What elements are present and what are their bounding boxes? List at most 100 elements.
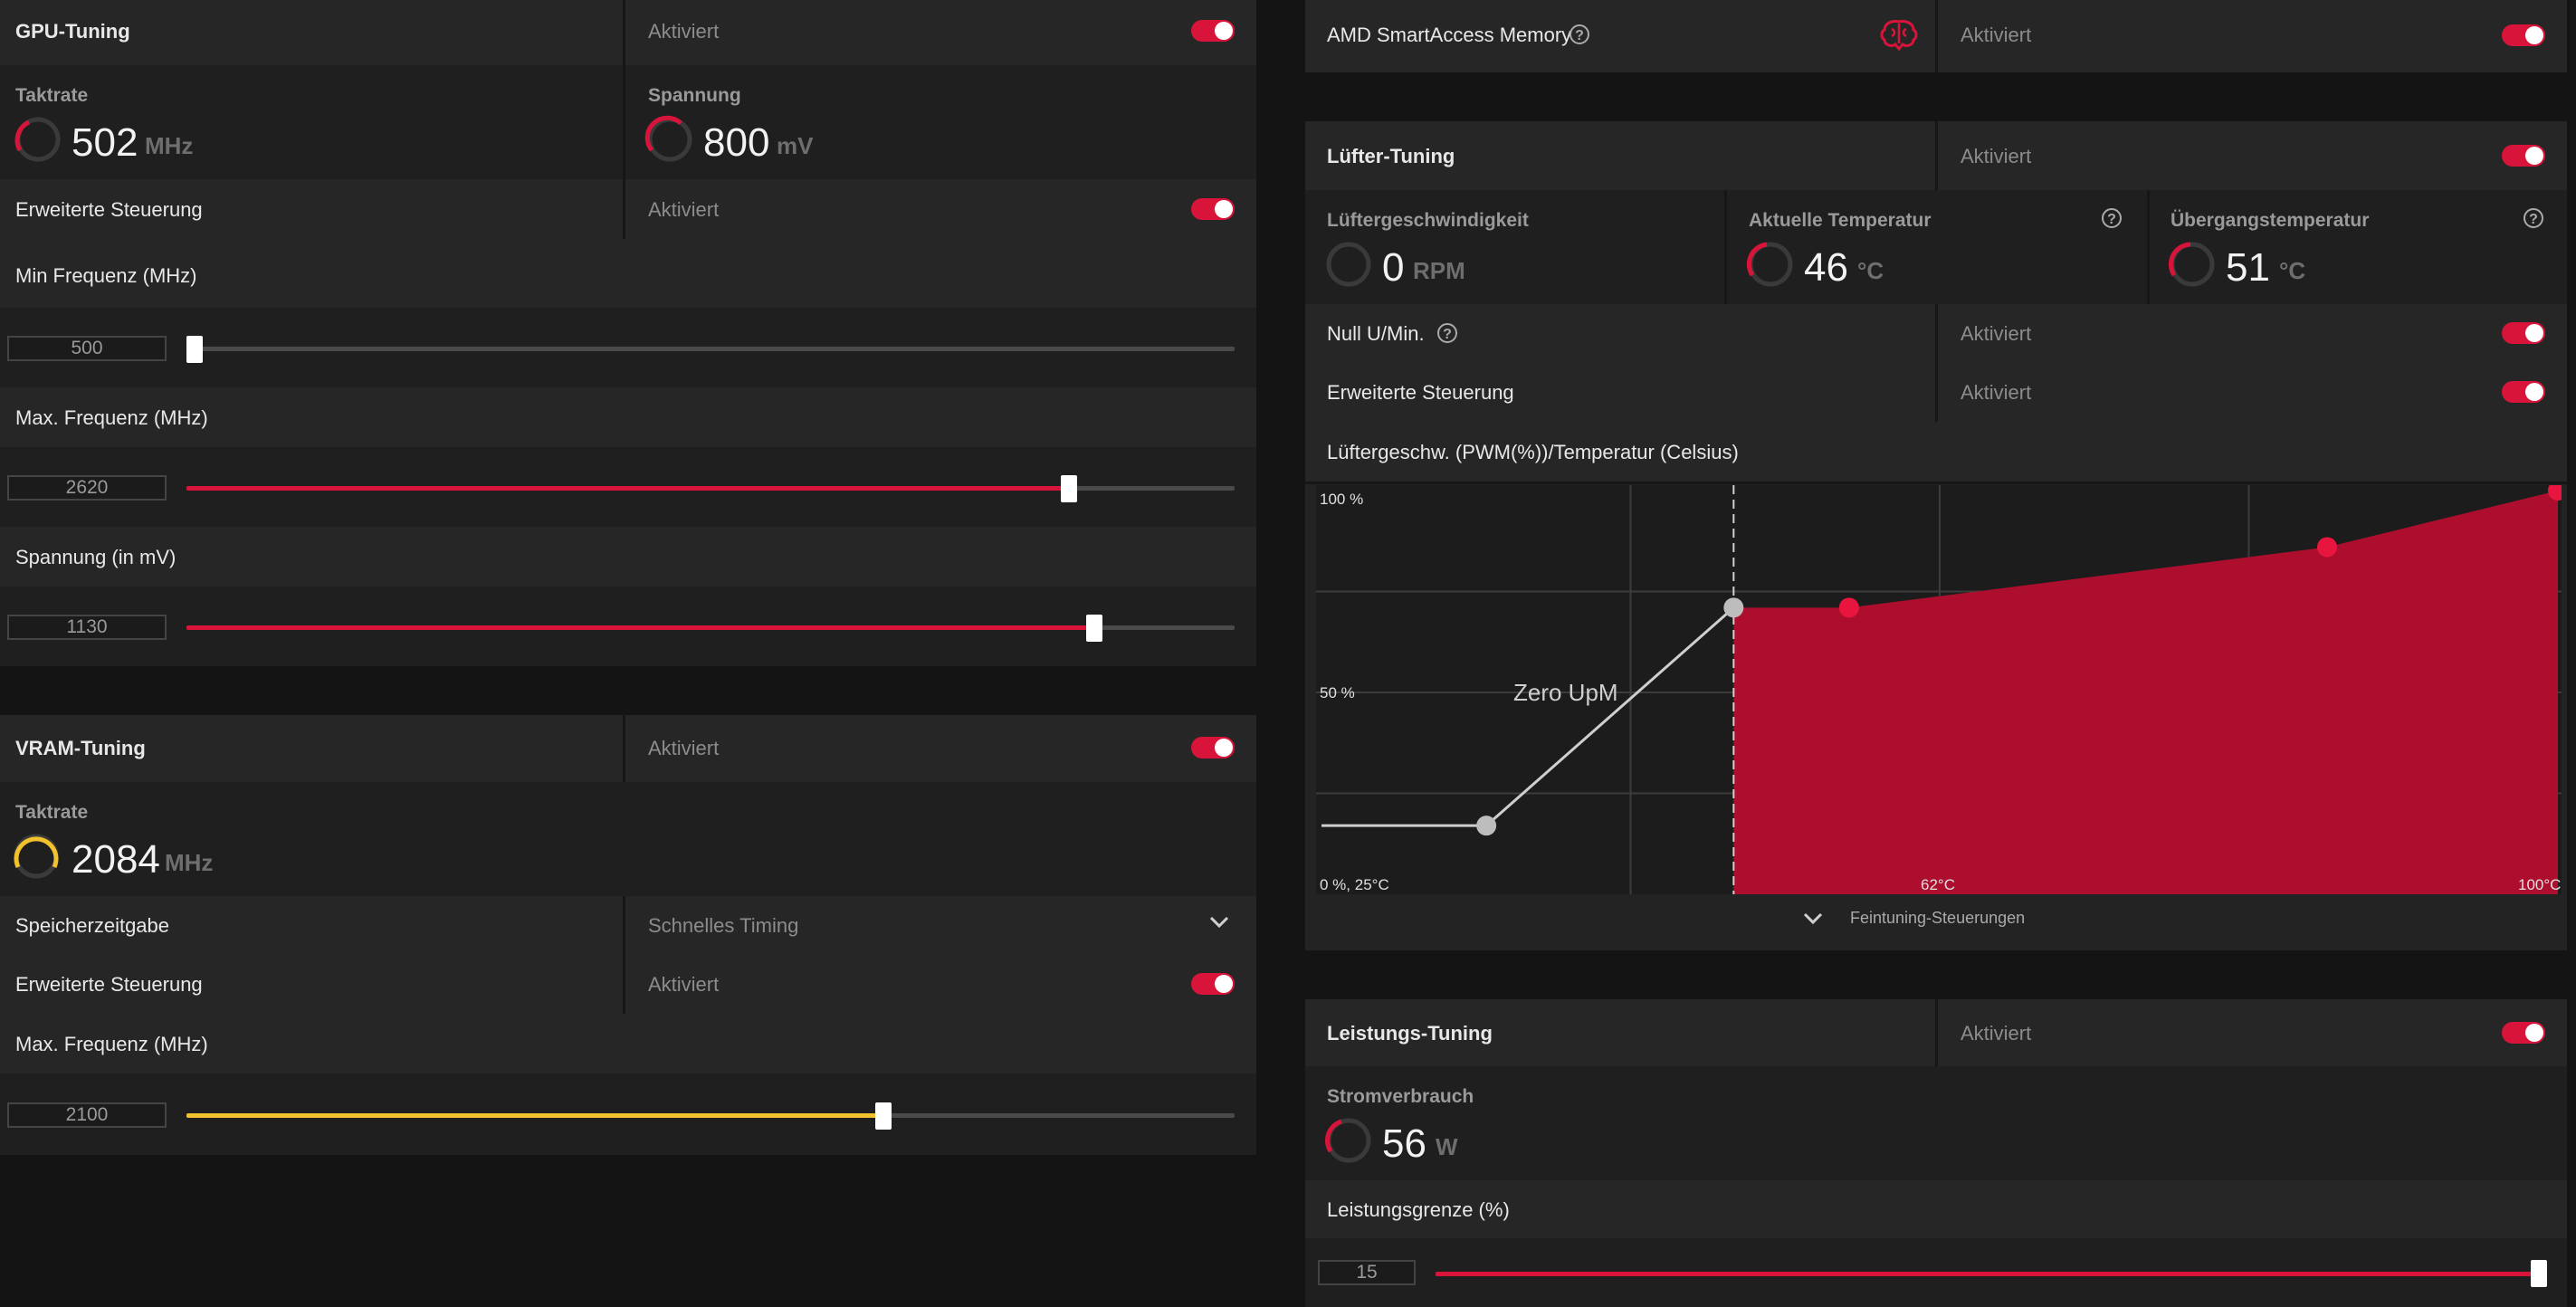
power-tuning-header: Leistungs-Tuning Aktiviert <box>1305 999 2567 1069</box>
current-temp-gauge <box>1746 242 1793 287</box>
zero-rpm-toggle[interactable] <box>2502 322 2545 344</box>
voltage-slider-row: 1130 <box>0 587 1256 666</box>
fan-advanced-toggle[interactable] <box>2502 381 2545 403</box>
vram-max-freq-input[interactable]: 2100 <box>7 1102 167 1128</box>
x-label-100: 100°C <box>2518 876 2562 893</box>
gpu-tuning-title: GPU-Tuning <box>15 20 130 43</box>
min-freq-input[interactable]: 500 <box>7 336 167 361</box>
gpu-advanced-status: Aktiviert <box>648 198 720 221</box>
vram-max-freq-thumb[interactable] <box>875 1102 892 1130</box>
min-freq-label: Min Frequenz (MHz) <box>15 264 197 287</box>
gpu-clock-gauge <box>14 117 61 162</box>
gpu-advanced-toggle[interactable] <box>1191 198 1235 220</box>
fan-tuning-panel: Lüfter-Tuning Aktiviert Lüftergeschwindi… <box>1305 121 2567 950</box>
vram-advanced-toggle[interactable] <box>1191 973 1235 995</box>
power-limit-label: Leistungsgrenze (%) <box>1327 1198 1510 1221</box>
vram-tuning-header: VRAM-Tuning Aktiviert <box>0 715 1256 785</box>
help-icon[interactable]: ? <box>2102 208 2122 228</box>
fan-curve-svg <box>1316 485 2562 894</box>
zero-rpm-annotation: Zero UpM <box>1513 679 1618 706</box>
voltage-label-row: Spannung (in mV) <box>0 527 1256 589</box>
min-freq-track <box>186 347 1235 351</box>
smart-access-row: AMD SmartAccess Memory ? Aktiviert <box>1305 0 2567 72</box>
memory-timing-label: Speicherzeitgabe <box>15 914 170 937</box>
smart-access-toggle[interactable] <box>2502 24 2545 46</box>
fan-speed-gauge <box>1326 242 1371 287</box>
fan-speed-label: Lüftergeschwindigkeit <box>1327 210 1529 231</box>
gpu-advanced-row: Erweiterte Steuerung Aktiviert <box>0 179 1256 242</box>
junction-temp-gauge <box>2168 242 2215 287</box>
fan-speed-value: 0 <box>1382 245 1405 290</box>
zero-rpm-status: Aktiviert <box>1961 322 2032 345</box>
power-limit-thumb[interactable] <box>2531 1260 2547 1287</box>
power-metrics-row: Stromverbrauch 56 W <box>1305 1066 2567 1183</box>
power-consumption-gauge <box>1325 1118 1371 1163</box>
fan-curve-title: Lüftergeschw. (PWM(%))/Temperatur (Celsi… <box>1327 441 1739 463</box>
power-consumption-unit: W <box>1436 1133 1458 1160</box>
power-tuning-panel: Leistungs-Tuning Aktiviert Stromverbrauc… <box>1305 999 2567 1307</box>
power-tuning-toggle[interactable] <box>2502 1022 2545 1044</box>
y-label-50: 50 % <box>1320 684 1355 701</box>
vram-advanced-label: Erweiterte Steuerung <box>15 973 203 996</box>
memory-timing-selected: Schnelles Timing <box>648 914 799 937</box>
fan-curve-title-row: Lüftergeschw. (PWM(%))/Temperatur (Celsi… <box>1305 422 2567 484</box>
gpu-tuning-toggle[interactable] <box>1191 20 1235 42</box>
zero-rpm-label: Null U/Min. <box>1327 322 1425 345</box>
smart-access-panel: AMD SmartAccess Memory ? Aktiviert <box>1305 0 2567 72</box>
vram-clock-label: Taktrate <box>15 802 89 823</box>
gpu-advanced-label: Erweiterte Steuerung <box>15 198 203 221</box>
vram-tuning-toggle[interactable] <box>1191 737 1235 758</box>
max-freq-label: Max. Frequenz (MHz) <box>15 406 208 429</box>
vram-advanced-row: Erweiterte Steuerung Aktiviert <box>0 954 1256 1016</box>
fan-advanced-row: Erweiterte Steuerung Aktiviert <box>1305 362 2567 425</box>
min-freq-thumb[interactable] <box>186 336 203 363</box>
gpu-voltage-value: 800 <box>703 120 770 165</box>
fan-tuning-header: Lüfter-Tuning Aktiviert <box>1305 121 2567 193</box>
gpu-clock-label: Taktrate <box>15 85 89 106</box>
max-freq-label-row: Max. Frequenz (MHz) <box>0 387 1256 450</box>
max-freq-thumb[interactable] <box>1061 475 1077 502</box>
vram-max-freq-slider-row: 2100 <box>0 1073 1256 1155</box>
gpu-tuning-header: GPU-Tuning Aktiviert <box>0 0 1256 68</box>
vram-clock-value: 2084 <box>72 837 160 882</box>
power-limit-fill <box>1436 1272 2538 1276</box>
vram-max-freq-label: Max. Frequenz (MHz) <box>15 1033 208 1055</box>
vram-tuning-title: VRAM-Tuning <box>15 737 146 759</box>
memory-timing-row: Speicherzeitgabe Schnelles Timing <box>0 896 1256 957</box>
vram-max-freq-fill <box>186 1113 883 1118</box>
junction-temp-label: Übergangstemperatur <box>2171 210 2370 231</box>
fan-advanced-label: Erweiterte Steuerung <box>1327 381 1514 404</box>
fan-curve-point <box>2548 485 2562 501</box>
fan-speed-unit: RPM <box>1413 257 1465 284</box>
min-freq-label-row: Min Frequenz (MHz) <box>0 239 1256 310</box>
vram-max-freq-label-row: Max. Frequenz (MHz) <box>0 1014 1256 1076</box>
vram-metrics-row: Taktrate 2084 MHz <box>0 782 1256 899</box>
help-icon[interactable]: ? <box>1569 24 1589 44</box>
help-icon[interactable]: ? <box>2524 208 2543 228</box>
voltage-mv-thumb[interactable] <box>1086 615 1102 642</box>
fine-tuning-toggle[interactable]: Feintuning-Steuerungen <box>1305 898 2567 943</box>
zero-rpm-point <box>1476 816 1497 836</box>
gpu-clock-unit: MHz <box>145 132 194 159</box>
smart-access-label: AMD SmartAccess Memory <box>1327 24 1572 46</box>
max-freq-fill <box>186 486 1069 491</box>
fan-curve-point <box>1838 597 1859 618</box>
y-label-100: 100 % <box>1320 491 1364 508</box>
gpu-voltage-gauge <box>644 115 692 162</box>
chevron-down-icon <box>1209 916 1229 929</box>
fan-tuning-status: Aktiviert <box>1961 145 2032 167</box>
junction-temp-value: 51 <box>2226 245 2270 290</box>
power-consumption-value: 56 <box>1382 1121 1426 1166</box>
gpu-voltage-label: Spannung <box>648 85 741 106</box>
max-freq-input[interactable]: 2620 <box>7 475 167 501</box>
fan-curve-chart: 100 % 50 % 0 %, 25°C 62°C 100°C Zero UpM <box>1316 485 2562 894</box>
voltage-mv-input[interactable]: 1130 <box>7 615 167 640</box>
fan-curve-point <box>2317 537 2338 558</box>
help-icon[interactable]: ? <box>1437 323 1457 343</box>
power-limit-input[interactable]: 15 <box>1318 1260 1416 1285</box>
fan-tuning-toggle[interactable] <box>2502 145 2545 167</box>
memory-timing-dropdown[interactable]: Schnelles Timing <box>625 896 1256 954</box>
current-temp-unit: °C <box>1857 257 1884 284</box>
x-label-origin: 0 %, 25°C <box>1320 876 1389 893</box>
power-tuning-status: Aktiviert <box>1961 1022 2032 1045</box>
